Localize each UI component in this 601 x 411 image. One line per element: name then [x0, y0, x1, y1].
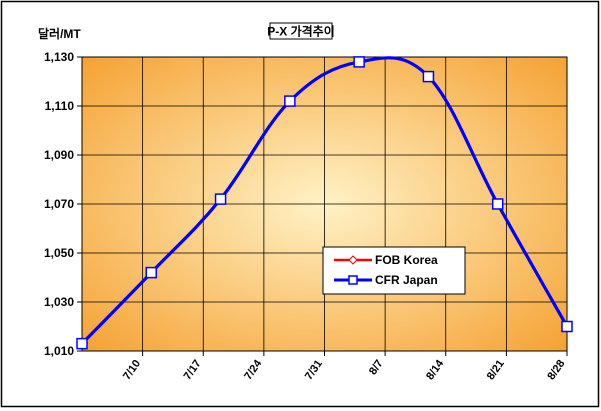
- y-tick-label: 1,110: [45, 99, 75, 113]
- legend-box: [322, 246, 466, 295]
- y-tick-label: 1,010: [44, 344, 74, 358]
- y-tick-label: 1,070: [44, 197, 74, 211]
- y-axis-unit-label: 달러/MT: [38, 26, 81, 41]
- data-point-cfr-japan: [561, 320, 573, 333]
- legend-label-cfr-japan: CFR Japan: [375, 273, 438, 287]
- data-point-cfr-japan: [422, 70, 435, 83]
- chart-title-box: [269, 22, 333, 40]
- legend-marker-fob-korea: [348, 255, 358, 265]
- legend-marker-cfr-japan: [348, 275, 358, 285]
- data-point-cfr-japan: [353, 56, 365, 68]
- legend-label-fob-korea: FOB Korea: [375, 253, 438, 267]
- data-point-cfr-japan: [284, 95, 296, 107]
- data-point-cfr-japan: [491, 198, 504, 210]
- y-tick-label: 1,130: [44, 50, 74, 64]
- series: [76, 56, 573, 350]
- data-point-cfr-japan: [145, 266, 158, 279]
- chart-title: P-X 가격추이: [267, 24, 335, 39]
- y-tick-label: 1,050: [44, 246, 74, 260]
- y-tick-label: 1,090: [44, 148, 74, 162]
- data-point-cfr-japan: [76, 337, 88, 350]
- y-tick-label: 1,030: [44, 295, 74, 309]
- data-point-cfr-japan: [214, 193, 227, 205]
- legend: FOB Korea CFR Japan: [322, 246, 466, 295]
